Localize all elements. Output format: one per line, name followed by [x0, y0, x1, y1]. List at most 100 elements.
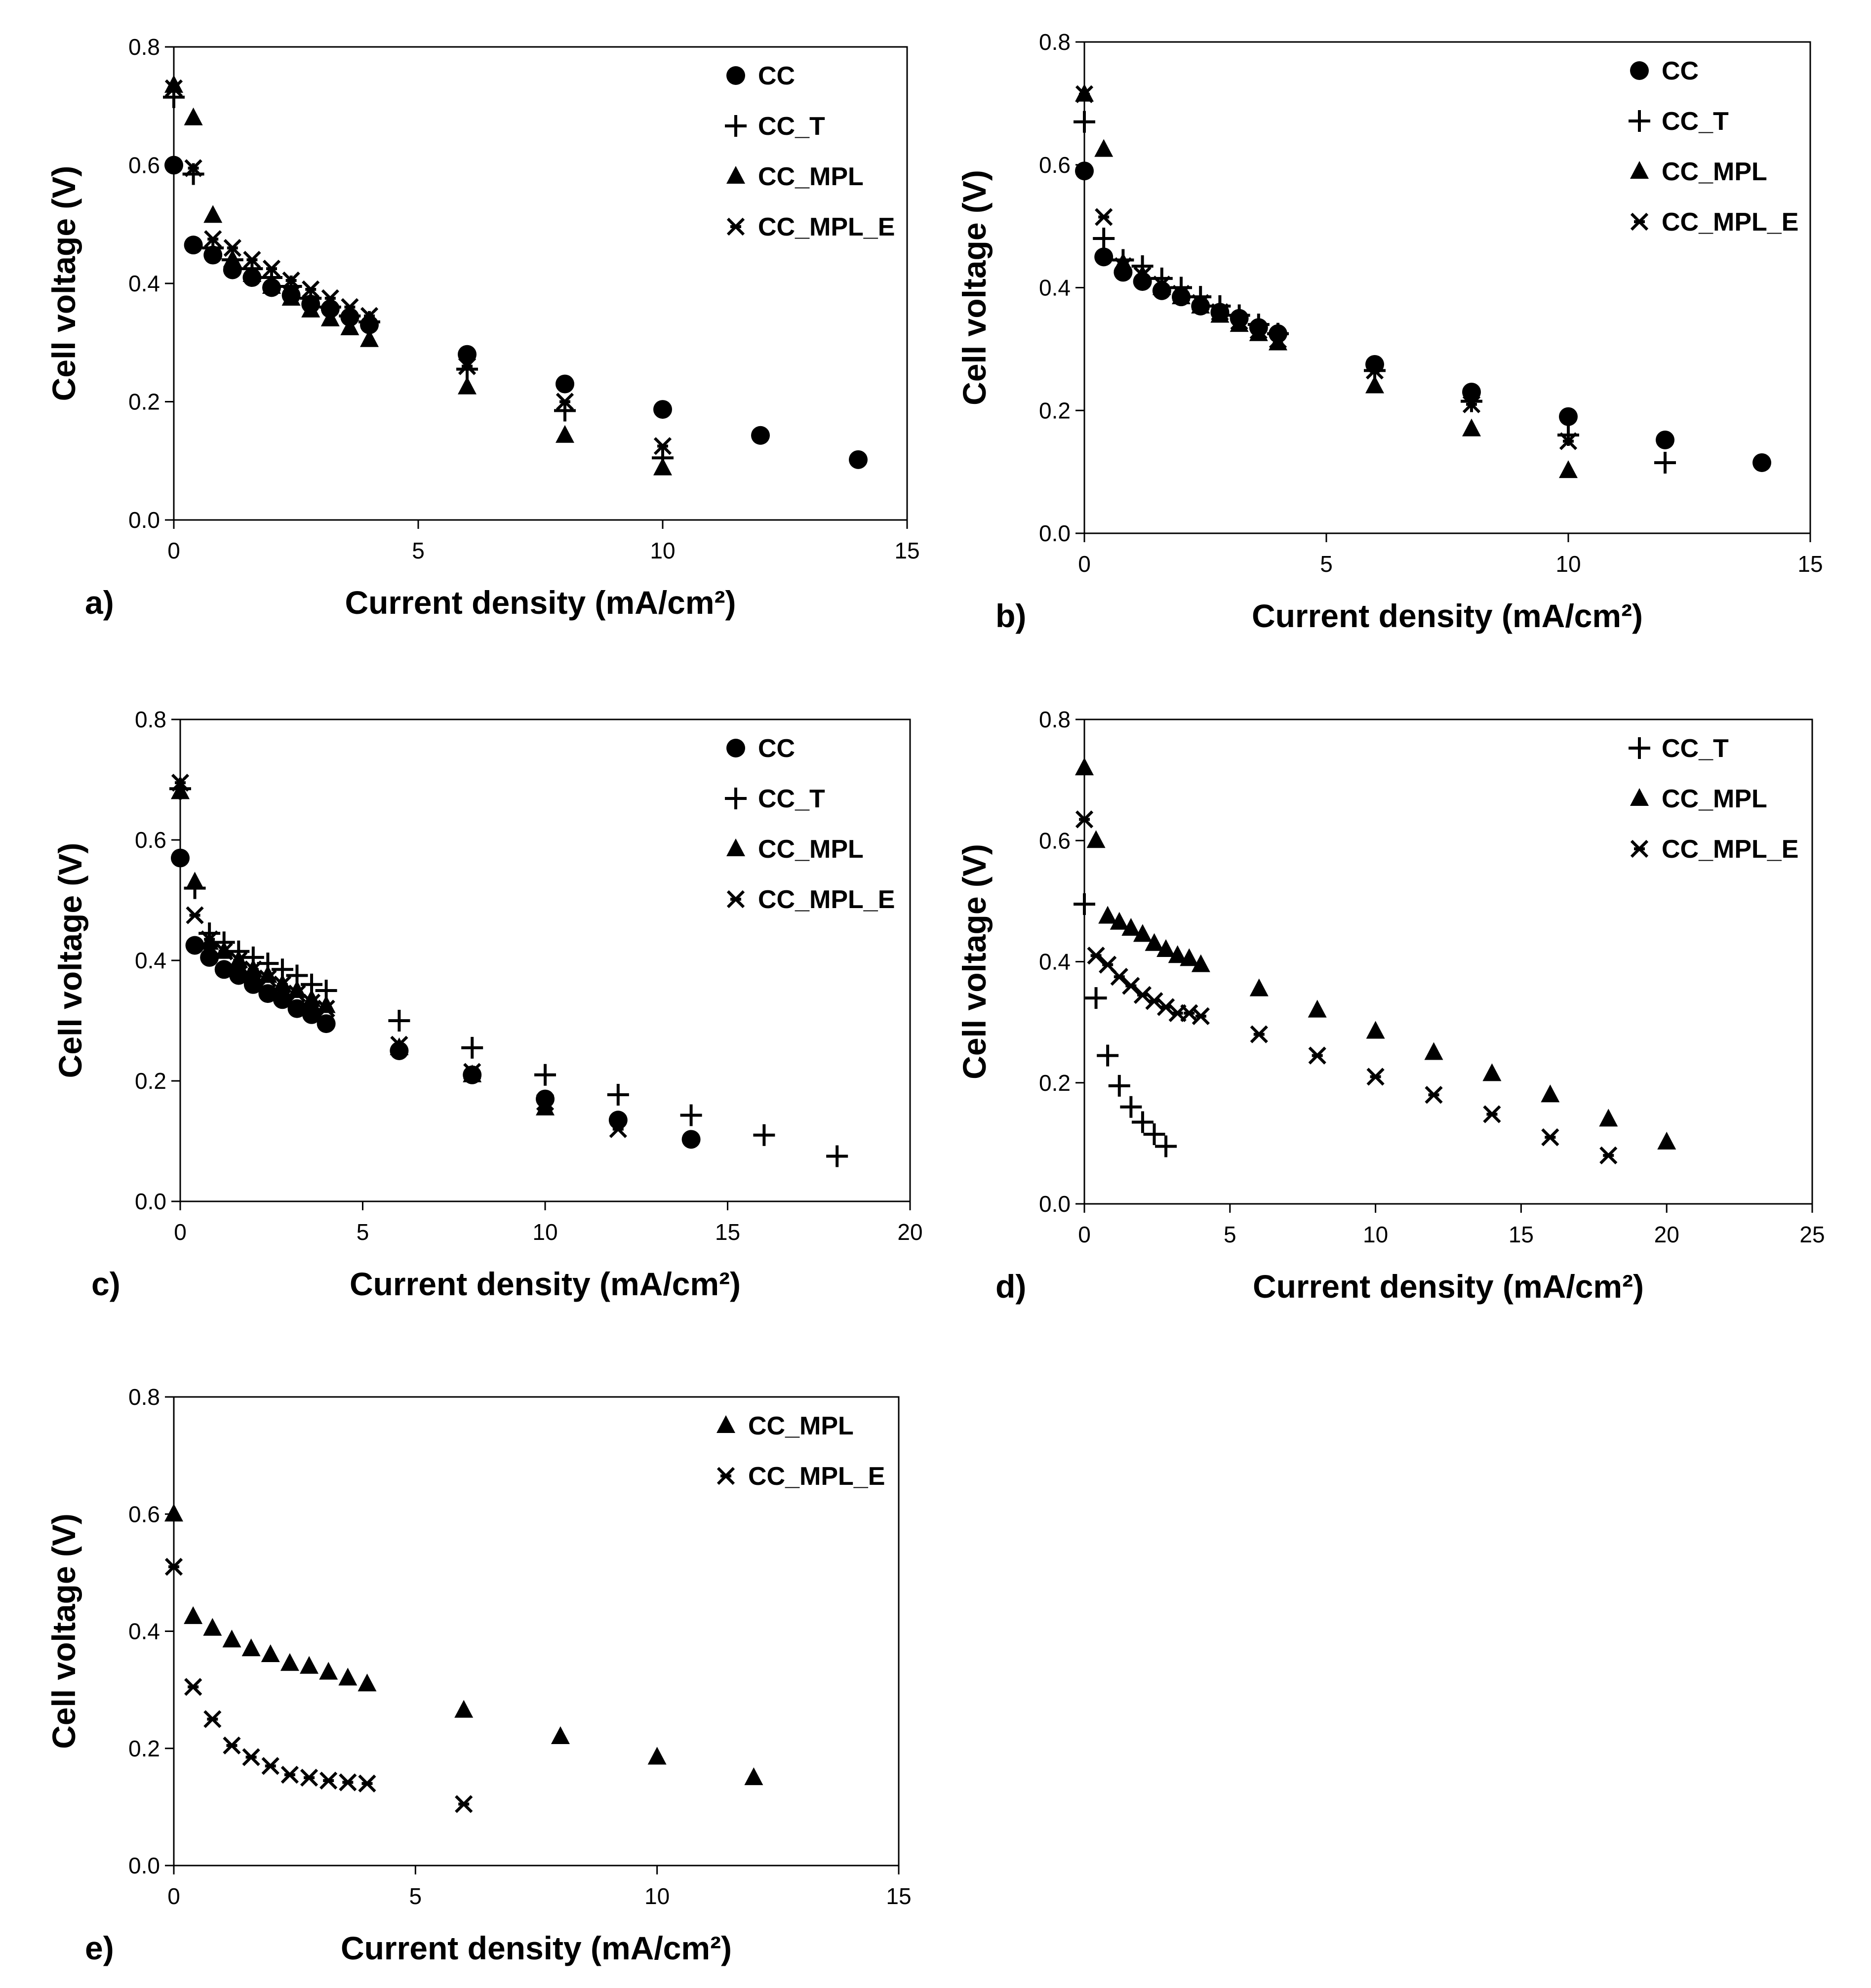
y-tick-label: 0.0 [1039, 1191, 1071, 1217]
data-point [1366, 1068, 1385, 1086]
x-tick-label: 10 [532, 1219, 557, 1245]
data-point [1424, 1042, 1443, 1060]
y-axis-label: Cell voltage (V) [45, 166, 82, 401]
legend-label: CC_MPL_E [758, 213, 895, 241]
x-tick-label: 0 [174, 1219, 187, 1245]
data-point [341, 298, 359, 317]
data-point [302, 1005, 321, 1024]
data-point [241, 1638, 261, 1657]
data-point [1249, 978, 1269, 996]
data-point [223, 239, 241, 257]
data-point [244, 960, 262, 979]
data-point [1752, 453, 1771, 472]
data-point [280, 1653, 299, 1671]
data-point [319, 1662, 338, 1680]
data-point [1145, 933, 1164, 951]
data-point [1074, 111, 1095, 133]
data-point [261, 1757, 279, 1775]
data-point [456, 358, 478, 380]
data-point [203, 1618, 222, 1636]
legend-marker [726, 166, 745, 184]
data-point [744, 1767, 763, 1786]
x-tick-label: 5 [357, 1219, 369, 1245]
x-tick-label: 20 [1654, 1222, 1679, 1247]
x-tick-label: 10 [644, 1883, 670, 1909]
data-point [536, 1097, 555, 1115]
legend-label: CC_T [1662, 107, 1729, 136]
y-tick-label: 0.6 [135, 827, 166, 853]
y-tick-label: 0.6 [1039, 828, 1071, 853]
data-point [340, 317, 359, 335]
x-axis-label: Current density (mA/cm²) [1253, 1268, 1644, 1305]
data-point [1075, 161, 1094, 181]
legend-marker [726, 217, 745, 236]
data-point [1192, 294, 1210, 312]
data-point [534, 1064, 556, 1086]
data-point [1482, 1063, 1502, 1081]
data-point [164, 1557, 183, 1576]
data-point [1108, 1074, 1130, 1097]
data-point [1133, 924, 1152, 942]
data-point [751, 426, 770, 445]
data-point [753, 1124, 775, 1146]
y-tick-label: 0.0 [128, 1853, 160, 1878]
data-point [1153, 276, 1171, 294]
data-point [243, 975, 263, 994]
x-tick-label: 15 [1797, 551, 1823, 577]
data-point [458, 345, 477, 364]
legend-marker [1629, 737, 1650, 759]
data-point [390, 1035, 408, 1054]
data-point [317, 1014, 336, 1034]
data-point [388, 1010, 410, 1032]
data-point [1657, 1131, 1676, 1150]
y-tick-label: 0.4 [1039, 275, 1071, 301]
data-point [1656, 430, 1674, 449]
data-point [338, 1668, 358, 1686]
data-point [1269, 331, 1287, 349]
data-point [1094, 247, 1114, 267]
data-point [358, 1774, 376, 1793]
data-point [1249, 321, 1268, 340]
data-point [317, 999, 335, 1018]
data-point [556, 425, 574, 443]
data-point [184, 1606, 203, 1624]
series-cc-mpl-e [1075, 810, 1618, 1165]
data-point [1098, 906, 1117, 924]
data-point [185, 872, 204, 890]
data-point [288, 984, 306, 1003]
data-point [608, 1111, 628, 1130]
data-point [680, 1104, 702, 1126]
x-tick-label: 5 [412, 538, 425, 563]
y-axis-label: Cell voltage (V) [956, 844, 993, 1079]
y-tick-label: 0.4 [135, 948, 166, 973]
data-point [1114, 257, 1132, 276]
x-tick-label: 10 [1555, 551, 1581, 577]
x-tick-label: 10 [650, 538, 675, 563]
x-tick-label: 5 [1320, 551, 1333, 577]
data-point [242, 1748, 260, 1766]
data-point [1131, 1111, 1154, 1133]
data-point [1097, 1044, 1119, 1067]
x-tick-label: 0 [1078, 551, 1091, 577]
data-point [653, 457, 672, 476]
data-point [1110, 912, 1129, 930]
data-point [463, 1063, 481, 1081]
data-point [1085, 987, 1107, 1009]
data-point [1087, 947, 1105, 965]
legend-marker [1630, 212, 1649, 231]
x-tick-label: 10 [1363, 1222, 1388, 1247]
data-point [1599, 1146, 1618, 1165]
data-point [280, 1766, 299, 1784]
data-point [171, 773, 190, 792]
data-point [184, 107, 203, 125]
data-point [556, 374, 574, 394]
data-point [1122, 977, 1140, 995]
series-cc-t [1074, 893, 1177, 1157]
data-point [1365, 361, 1384, 380]
legend-marker [725, 115, 747, 137]
panel-d: 0.0 0.2 0.4 0.6 0.8 0 5 10 15 20 25 Current density… [956, 707, 1825, 1305]
data-point [551, 1726, 570, 1745]
y-tick-label: 0.2 [1039, 398, 1071, 423]
panel-a: 0.0 0.2 0.4 0.6 0.8 0 5 10 15 Current density (mA… [45, 34, 920, 621]
data-point [184, 159, 202, 177]
